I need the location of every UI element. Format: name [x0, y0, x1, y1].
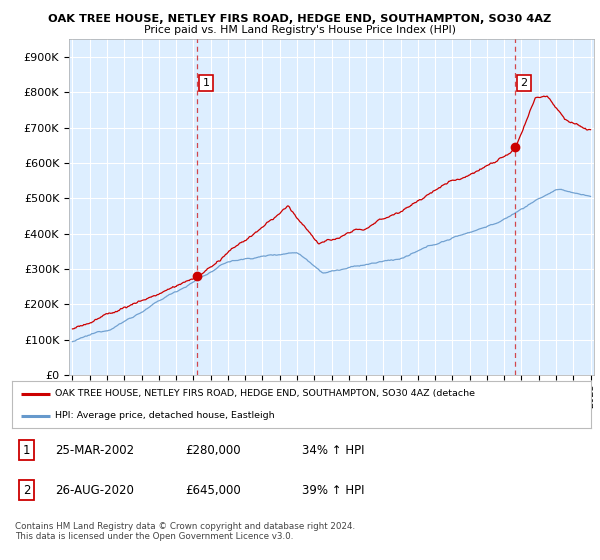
- Text: 39% ↑ HPI: 39% ↑ HPI: [302, 484, 364, 497]
- Text: HPI: Average price, detached house, Eastleigh: HPI: Average price, detached house, East…: [55, 411, 275, 420]
- Text: Contains HM Land Registry data © Crown copyright and database right 2024.
This d: Contains HM Land Registry data © Crown c…: [15, 522, 355, 542]
- Text: Price paid vs. HM Land Registry's House Price Index (HPI): Price paid vs. HM Land Registry's House …: [144, 25, 456, 35]
- Text: 34% ↑ HPI: 34% ↑ HPI: [302, 444, 364, 457]
- Text: 2: 2: [23, 484, 30, 497]
- Text: 25-MAR-2002: 25-MAR-2002: [55, 444, 134, 457]
- Text: OAK TREE HOUSE, NETLEY FIRS ROAD, HEDGE END, SOUTHAMPTON, SO30 4AZ: OAK TREE HOUSE, NETLEY FIRS ROAD, HEDGE …: [49, 14, 551, 24]
- Text: 2: 2: [521, 78, 528, 88]
- Text: £280,000: £280,000: [186, 444, 241, 457]
- Text: 1: 1: [23, 444, 30, 457]
- Text: OAK TREE HOUSE, NETLEY FIRS ROAD, HEDGE END, SOUTHAMPTON, SO30 4AZ (detache: OAK TREE HOUSE, NETLEY FIRS ROAD, HEDGE …: [55, 389, 475, 398]
- Text: 26-AUG-2020: 26-AUG-2020: [55, 484, 134, 497]
- Text: £645,000: £645,000: [186, 484, 241, 497]
- Text: 1: 1: [202, 78, 209, 88]
